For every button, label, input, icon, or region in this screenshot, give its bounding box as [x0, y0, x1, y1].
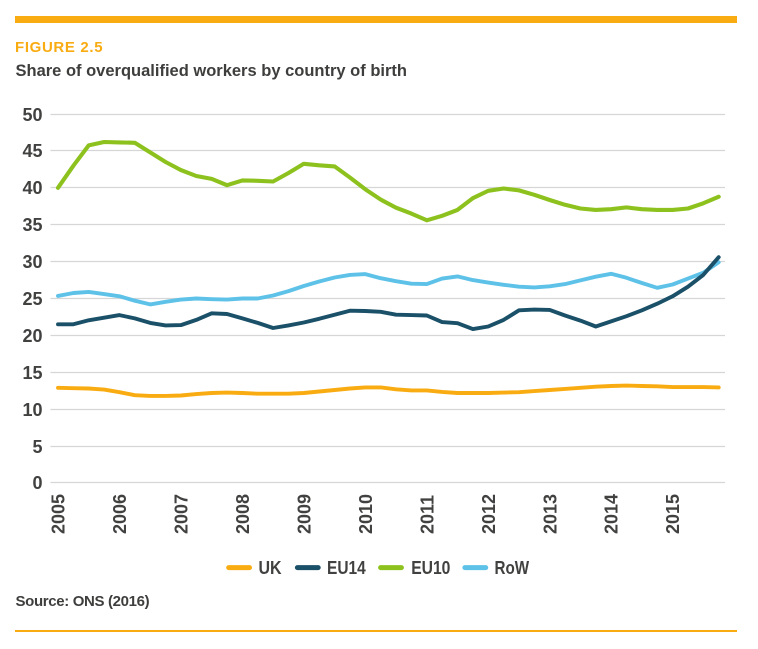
svg-text:2006: 2006 — [110, 494, 130, 534]
svg-text:2008: 2008 — [233, 494, 253, 534]
svg-text:UK: UK — [259, 558, 282, 578]
svg-text:2005: 2005 — [49, 494, 69, 534]
svg-text:2012: 2012 — [479, 494, 499, 534]
svg-text:EU14: EU14 — [327, 558, 366, 578]
svg-text:10: 10 — [22, 400, 42, 420]
svg-text:2009: 2009 — [294, 494, 314, 534]
svg-text:15: 15 — [22, 363, 42, 383]
svg-text:2007: 2007 — [172, 494, 192, 534]
svg-text:20: 20 — [22, 326, 42, 346]
svg-text:45: 45 — [22, 141, 42, 161]
svg-text:35: 35 — [22, 215, 42, 235]
svg-text:2011: 2011 — [417, 495, 437, 534]
svg-text:2014: 2014 — [602, 494, 622, 534]
svg-text:2015: 2015 — [663, 494, 683, 534]
svg-text:30: 30 — [22, 252, 42, 272]
svg-text:50: 50 — [22, 105, 42, 125]
svg-text:25: 25 — [22, 289, 42, 309]
svg-text:2013: 2013 — [540, 494, 560, 534]
svg-text:0: 0 — [32, 473, 42, 493]
svg-text:RoW: RoW — [495, 558, 530, 578]
svg-text:5: 5 — [32, 437, 42, 457]
svg-text:40: 40 — [22, 178, 42, 198]
svg-text:2010: 2010 — [356, 494, 376, 534]
svg-text:EU10: EU10 — [411, 558, 450, 578]
